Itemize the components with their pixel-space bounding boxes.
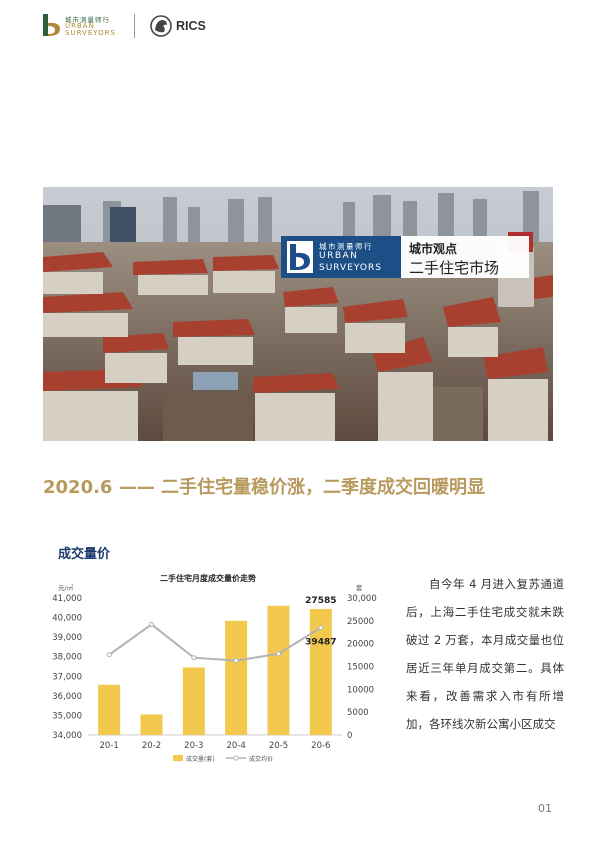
section-title: 成交量价 (58, 547, 111, 562)
banner-org-en-2: SURVEYORS (319, 263, 382, 273)
urban-surveyors-mark-icon (287, 241, 313, 273)
right-tick-label: 5000 (347, 708, 369, 718)
right-tick-label: 30,000 (347, 594, 377, 604)
x-tick-label: 20-6 (311, 741, 330, 751)
urban-surveyors-mark-icon (43, 14, 60, 36)
volume-bar (140, 714, 163, 735)
hero-cityscape-image (43, 187, 553, 441)
price-point (191, 655, 197, 661)
x-axis: 20-1 20-2 20-3 20-4 20-5 20-6 (100, 741, 331, 751)
banner-subtitle: 二手住宅市场 (409, 259, 500, 277)
price-line (108, 623, 322, 662)
chart-title: 二手住宅月度成交量价走势 (160, 573, 256, 583)
price-point (318, 625, 324, 631)
banner-org-cn: 城市测量师行 (319, 242, 373, 251)
price-points (106, 621, 324, 664)
x-tick-label: 20-4 (227, 741, 246, 751)
left-tick-label: 41,000 (52, 594, 82, 604)
x-tick-label: 20-1 (100, 741, 119, 751)
left-axis-unit: 元/㎡ (58, 583, 74, 592)
left-tick-label: 40,000 (52, 614, 82, 624)
banner-logo-block: 城市测量师行 URBAN SURVEYORS (281, 236, 401, 278)
legend-swatch-volume (173, 755, 183, 761)
rics-logo: RICS (150, 14, 220, 38)
right-tick-label: 15000 (347, 663, 374, 673)
left-tick-label: 36,000 (52, 692, 82, 702)
volume-data-label: 27585 (305, 596, 336, 606)
volume-bar (98, 684, 121, 735)
chart-legend: 成交量(套) 成交均价 (173, 755, 273, 763)
right-axis: 0 5000 10000 15000 20000 25000 30,000 (347, 594, 377, 741)
left-tick-label: 35,000 (52, 711, 82, 721)
legend-marker-price (233, 755, 239, 761)
rics-wordmark: RICS (176, 19, 206, 33)
legend-label-price: 成交均价 (249, 755, 273, 763)
urban-surveyors-logo: 城市测量师行 URBAN SURVEYORS (43, 14, 123, 38)
volume-price-chart: 二手住宅月度成交量价走势 元/㎡ 套 34,000 35,000 36,000 37,… (52, 573, 377, 763)
volume-bar (225, 620, 248, 735)
left-tick-label: 37,000 (52, 672, 82, 682)
x-tick-label: 20-2 (142, 741, 161, 751)
left-tick-label: 38,000 (52, 653, 82, 663)
volume-bar (267, 605, 290, 735)
x-tick-label: 20-5 (269, 741, 288, 751)
right-tick-label: 0 (347, 731, 352, 741)
volume-bar (182, 667, 205, 735)
x-tick-label: 20-3 (184, 741, 203, 751)
left-tick-label: 34,000 (52, 731, 82, 741)
price-point (106, 652, 112, 658)
price-data-label: 39487 (305, 638, 336, 648)
report-banner: 城市测量师行 URBAN SURVEYORS 城市观点 二手住宅市场 (281, 236, 529, 278)
right-axis-unit: 套 (356, 583, 363, 592)
org-name-en-1: URBAN (65, 22, 95, 30)
left-tick-label: 39,000 (52, 633, 82, 643)
volume-bars (98, 605, 332, 735)
page-number: 01 (538, 802, 552, 815)
legend-label-volume: 成交量(套) (186, 755, 215, 763)
price-point (233, 658, 239, 664)
report-headline: 2020.6 —— 二手住宅量稳价涨，二季度成交回暖明显 (43, 477, 485, 498)
volume-bar (309, 609, 332, 735)
body-paragraph: 自今年 4 月进入复苏通道后，上海二手住宅成交就未跌破过 2 万套，本月成交量也… (406, 570, 564, 738)
price-point (276, 651, 281, 657)
banner-title: 城市观点 (409, 242, 458, 256)
banner-org-en-1: URBAN (319, 251, 359, 261)
org-name-en-2: SURVEYORS (65, 29, 116, 37)
price-point (149, 621, 154, 627)
header-divider (134, 14, 135, 38)
right-tick-label: 25000 (347, 617, 374, 627)
left-axis: 34,000 35,000 36,000 37,000 38,000 39,000 40,0… (52, 594, 82, 741)
right-tick-label: 10000 (347, 685, 374, 695)
org-name-cn: 城市测量师行 (65, 16, 110, 24)
lion-icon (150, 15, 172, 37)
body-text: 自今年 4 月进入复苏通道后，上海二手住宅成交就未跌破过 2 万套，本月成交量也… (406, 577, 564, 731)
right-tick-label: 20000 (347, 640, 374, 650)
